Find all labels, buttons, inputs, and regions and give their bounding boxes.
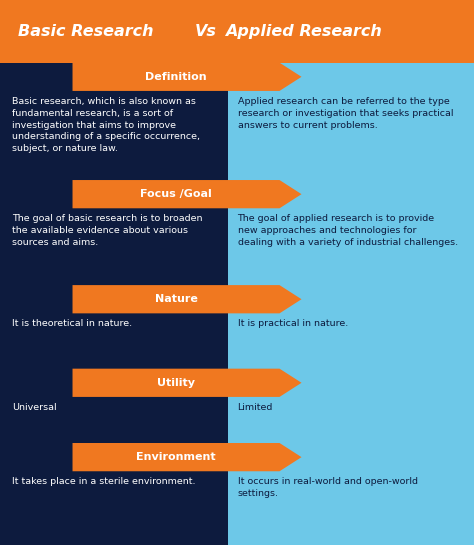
Polygon shape xyxy=(73,285,301,313)
Text: Basic Research: Basic Research xyxy=(18,24,154,39)
Polygon shape xyxy=(73,443,301,471)
Text: It is theoretical in nature.: It is theoretical in nature. xyxy=(12,319,132,328)
Text: Applied research can be referred to the type
research or investigation that seek: Applied research can be referred to the … xyxy=(237,97,453,130)
Text: The goal of applied research is to provide
new approaches and technologies for
d: The goal of applied research is to provi… xyxy=(237,214,457,247)
Text: Environment: Environment xyxy=(136,452,216,462)
Text: Basic research, which is also known as
fundamental research, is a sort of
invest: Basic research, which is also known as f… xyxy=(12,97,200,153)
Polygon shape xyxy=(73,63,301,91)
Polygon shape xyxy=(73,368,301,397)
Bar xyxy=(228,63,474,545)
Text: Focus /Goal: Focus /Goal xyxy=(140,189,212,199)
Text: Vs: Vs xyxy=(195,24,217,39)
Text: It is practical in nature.: It is practical in nature. xyxy=(237,319,348,328)
Text: Utility: Utility xyxy=(157,378,195,388)
Text: Nature: Nature xyxy=(155,294,198,304)
Text: It takes place in a sterile environment.: It takes place in a sterile environment. xyxy=(12,477,195,486)
Text: Definition: Definition xyxy=(145,72,207,82)
Text: The goal of basic research is to broaden
the available evidence about various
so: The goal of basic research is to broaden… xyxy=(12,214,202,247)
Text: It occurs in real-world and open-world
settings.: It occurs in real-world and open-world s… xyxy=(237,477,418,498)
Polygon shape xyxy=(73,180,301,208)
Text: Universal: Universal xyxy=(12,403,56,412)
Text: Limited: Limited xyxy=(237,403,273,412)
Text: Applied Research: Applied Research xyxy=(225,24,382,39)
Bar xyxy=(0,0,474,63)
Bar xyxy=(0,63,228,545)
